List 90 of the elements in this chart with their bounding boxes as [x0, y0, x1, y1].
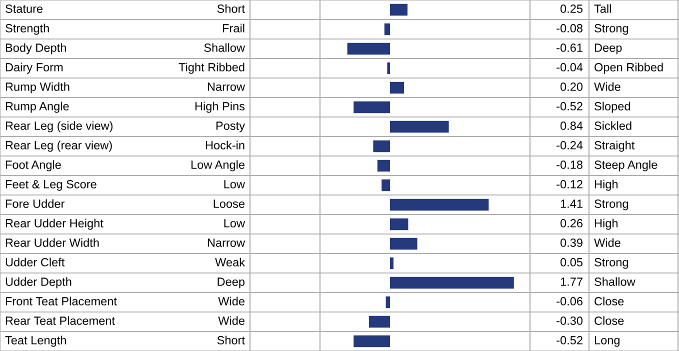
text: Loose	[214, 200, 244, 208]
bar	[390, 120, 449, 133]
text: Tall	[594, 4, 611, 13]
data-label: -0.18	[556, 160, 582, 169]
y-tick-label: Dairy Form	[6, 62, 63, 74]
data-label: -0.52	[556, 336, 582, 344]
y-tick-label: Rear Leg (rear view)	[6, 140, 112, 152]
data-label: 1.41	[560, 200, 582, 208]
text: Wide	[594, 82, 620, 91]
text: Hock-in	[206, 140, 244, 150]
y-tick-label: Rear Udder Height	[6, 218, 104, 230]
y-tick-label: Rear Leg (side view)	[6, 121, 113, 132]
text: Strong	[594, 24, 628, 35]
text: Frail	[223, 24, 244, 32]
text: Steep Angle	[594, 160, 658, 172]
text: Short	[217, 4, 245, 13]
data-label: -0.61	[556, 44, 582, 52]
bar	[390, 82, 404, 94]
data-label: -0.52	[556, 102, 582, 110]
bar	[354, 335, 390, 348]
y-tick-label: Feet & Leg Score	[6, 180, 96, 191]
data-label: 0.26	[560, 219, 582, 228]
bar	[384, 23, 390, 36]
text: Strong	[594, 258, 628, 269]
bar	[347, 42, 390, 55]
text: Close	[594, 296, 624, 306]
text: Narrow	[208, 82, 246, 91]
text: Tight Ribbed	[178, 62, 244, 74]
text: Strong	[594, 200, 628, 210]
y-tick-label: Fore Udder	[6, 199, 65, 208]
y-tick-label: Rear Udder Width	[6, 238, 99, 247]
text: Low Angle	[191, 160, 244, 172]
bar	[390, 218, 408, 230]
data-label: 0.39	[560, 238, 582, 247]
data-label: -0.08	[556, 24, 582, 32]
bar	[373, 140, 390, 152]
data-label: 0.05	[560, 258, 583, 266]
text: Open Ribbed	[594, 62, 663, 74]
bar	[387, 62, 390, 74]
text: Narrow	[208, 238, 246, 247]
text: Wide	[594, 238, 620, 247]
text: Low	[224, 219, 246, 228]
data-label: -0.12	[556, 180, 582, 188]
data-label: 0.20	[560, 82, 583, 91]
y-tick-label: Front Teat Placement	[6, 296, 117, 306]
bar	[390, 198, 489, 211]
text: Low	[224, 180, 246, 188]
data-label: -0.06	[556, 297, 582, 306]
y-tick-label: Stature	[6, 4, 43, 13]
text: Posty	[216, 122, 245, 132]
text: Weak	[215, 258, 246, 266]
y-tick-label: Udder Cleft	[6, 258, 65, 266]
data-label: 0.25	[560, 4, 583, 13]
text: Deep	[594, 44, 622, 54]
bar	[390, 276, 514, 289]
data-label: -0.24	[556, 141, 583, 150]
data-label: 0.84	[560, 122, 583, 130]
text: High Pins	[195, 102, 245, 113]
text: Long	[594, 336, 620, 347]
y-tick-label: Strength	[6, 24, 49, 35]
text: High	[594, 180, 618, 191]
data-label: 1.77	[560, 278, 582, 286]
text: Shallow	[204, 43, 246, 52]
data-label: -0.30	[556, 316, 583, 325]
text: Close	[594, 316, 624, 325]
y-tick-label: Udder Depth	[6, 277, 72, 288]
text: Short	[217, 336, 245, 344]
y-tick-label: Body Depth	[6, 43, 66, 54]
bar	[354, 101, 390, 114]
text: Wide	[218, 316, 244, 325]
text: Shallow	[594, 277, 636, 286]
text: High	[594, 218, 618, 230]
text: Straight	[594, 140, 635, 152]
bar	[382, 179, 390, 192]
text: Sloped	[594, 102, 630, 113]
bar	[377, 160, 390, 172]
bar	[386, 296, 390, 308]
y-tick-label: Rump Width	[6, 82, 70, 94]
y-tick-label: Rump Angle	[6, 102, 69, 113]
text: Wide	[218, 296, 244, 306]
y-tick-label: Foot Angle	[6, 160, 61, 172]
bar	[369, 316, 390, 328]
text: Sickled	[594, 121, 632, 130]
bar	[390, 4, 408, 16]
text: Deep	[218, 278, 245, 288]
bar	[390, 238, 418, 250]
data-label: -0.04	[556, 63, 583, 72]
y-tick-label: Rear Teat Placement	[6, 316, 115, 325]
bar	[390, 257, 394, 270]
y-tick-label: Teat Length	[5, 336, 66, 347]
